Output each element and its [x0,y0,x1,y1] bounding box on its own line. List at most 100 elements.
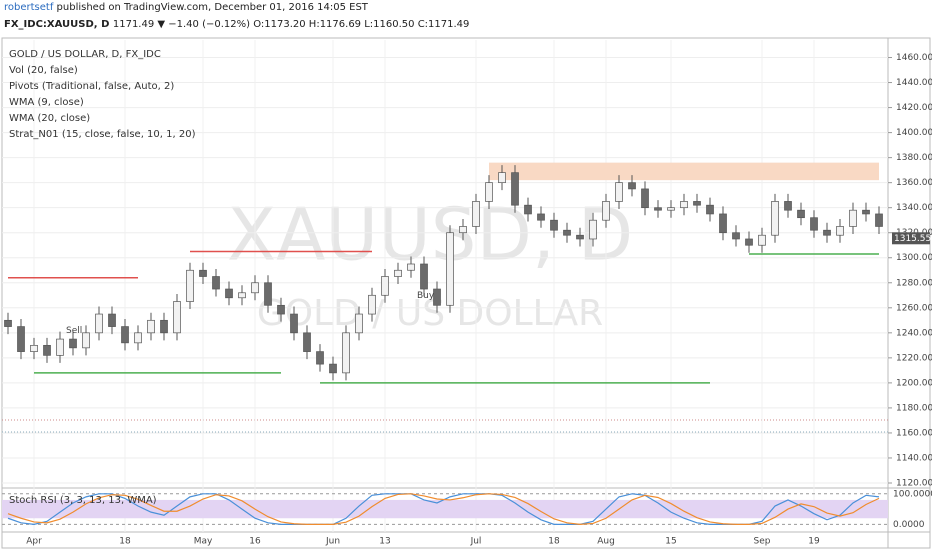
x-tick-label: 13 [379,537,390,547]
y-tick-label: 1300.00 [896,253,932,263]
quote-line: FX_IDC:XAUUSD, D 1171.49 ▼ −1.40 (−0.12%… [4,19,469,30]
candle-body [810,217,818,231]
candle-body [589,219,597,240]
band [2,499,888,519]
candle-body [667,207,675,211]
candle-body [186,269,194,302]
legend-entry: Vol (20, false) [9,65,78,76]
y-tick-label: 1280.00 [896,278,932,288]
candle-body [147,319,155,334]
quote: 1171.49 ▼ −1.40 (−0.12%) O:1173.20 H:117… [112,19,470,30]
y-tick-label: 1160.00 [896,428,932,438]
x-tick-label: Jul [470,537,482,547]
pane-title: Stoch RSI (3, 3, 13, 13, WMA) [9,495,157,506]
y-tick-label: 1340.00 [896,203,932,213]
candle-body [576,234,584,240]
candle-body [381,276,389,296]
y-tick-label: 1140.00 [896,453,932,463]
candle-body [628,182,636,190]
candle-body [654,207,662,211]
candle-body [407,263,415,271]
candle-body [368,294,376,315]
publish-line: robertsetf published on TradingView.com,… [4,2,368,13]
candle-body [264,282,272,306]
candle-body [95,313,103,334]
x-tick-label: 19 [808,537,820,547]
candle-body [433,288,441,306]
x-tick-label: 18 [548,537,560,547]
candle-body [56,338,64,356]
x-tick-label: Jun [325,537,340,547]
candle-body [251,282,259,294]
candle-body [30,344,38,352]
x-tick-label: Sep [754,537,771,547]
legend-entry: GOLD / US DOLLAR, D, FX_IDC [9,49,161,60]
y-tick-label: 100.0000 [893,489,932,499]
candle-body [459,226,467,234]
y-tick-label: 1260.00 [896,303,932,313]
candle-body [797,209,805,219]
candle-body [784,201,792,211]
annotation: Buy [417,291,435,301]
legend-entry: WMA (9, close) [9,97,84,108]
candle-body [719,213,727,234]
y-tick-label: 1120.00 [896,478,932,488]
watermark: XAUUSD, D [227,193,633,277]
price-tag-label: 1315.55 [894,234,931,244]
candle-body [563,229,571,236]
candle-body [199,269,207,277]
legend-entry: WMA (20, close) [9,113,90,124]
y-tick-label: 1360.00 [896,178,932,188]
candle-body [212,276,220,290]
x-tick-label: Aug [597,537,615,547]
y-tick-label: 1440.00 [896,78,932,88]
author[interactable]: robertsetf [4,2,54,13]
candle-body [849,209,857,227]
candle-body [706,204,714,215]
annotation: Sell [66,326,82,336]
y-tick-label: 0.0000 [893,520,925,530]
candle-body [329,363,337,374]
symbol: FX_IDC:XAUUSD, D [4,19,110,30]
x-tick-label: 15 [665,537,676,547]
candle-body [875,213,883,227]
candle-body [537,213,545,221]
candle-body [758,234,766,246]
candle-body [615,182,623,202]
candle-body [4,319,12,327]
candle-body [108,313,116,327]
legend-entry: Strat_N01 (15, close, false, 10, 1, 20) [9,129,196,140]
candle-body [485,182,493,202]
candle-body [498,172,506,184]
candle-body [277,304,285,315]
candle-body [290,313,298,334]
candle-body [602,201,610,221]
candle-body [641,188,649,209]
candle-body [511,172,519,206]
x-tick-label: 18 [119,537,131,547]
candle-body [342,332,350,374]
candle-body [680,201,688,209]
candle-body [303,332,311,352]
y-tick-label: 1400.00 [896,128,932,138]
y-tick-label: 1420.00 [896,103,932,113]
candle-body [134,332,142,344]
legend-entry: Pivots (Traditional, false, Auto, 2) [9,81,174,92]
candle-body [693,201,701,206]
candle-body [550,219,558,231]
candle-body [121,326,129,344]
candle-body [472,201,480,227]
candle-body [420,263,428,290]
price-tag [892,232,930,245]
candle-body [43,344,51,356]
x-tick-label: 16 [249,537,261,547]
x-tick-label: Apr [26,537,42,547]
candle-body [355,313,363,334]
candle-body [823,229,831,236]
candle-body [862,209,870,215]
stoch-line [7,493,880,525]
candle-body [225,288,233,299]
candle-body [17,326,25,352]
